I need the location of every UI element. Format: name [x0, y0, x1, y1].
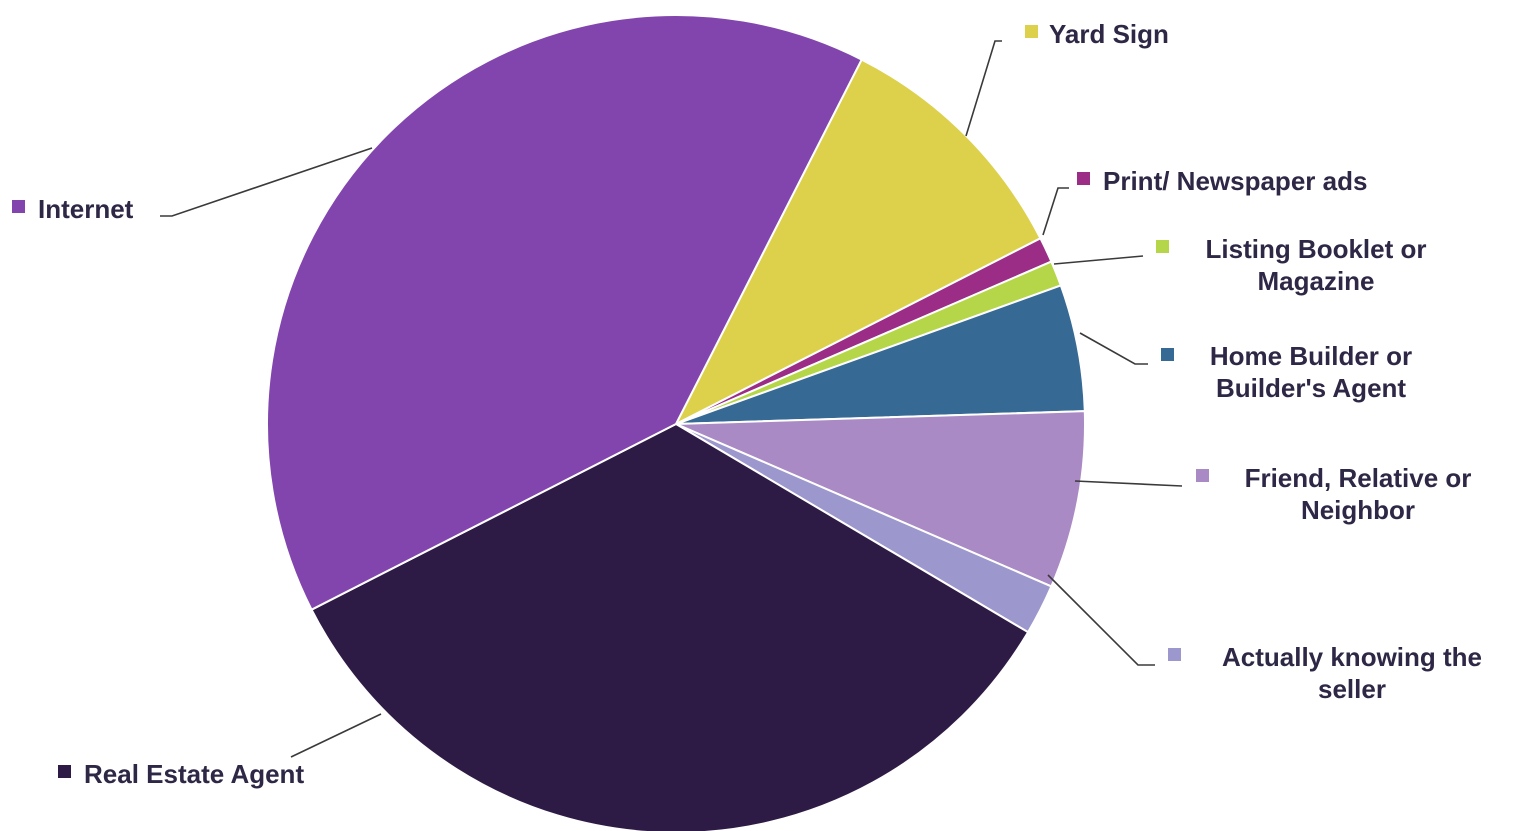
- leader-line-real-estate-agent: [290, 713, 382, 758]
- slice-internet: [266, 14, 864, 612]
- leader-line-internet: [160, 147, 373, 217]
- legend-swatch-home-builder-or-builder-s-agent: [1161, 348, 1174, 361]
- slice-real-estate-agent: [310, 422, 1030, 831]
- legend-swatch-listing-booklet-or-magazine: [1156, 240, 1169, 253]
- legend-swatch-real-estate-agent: [58, 765, 71, 778]
- leader-line-home-builder-or-builder-s-agent: [1079, 332, 1148, 365]
- slice-labels: Yard Sign Print/ Newspaper ads Listing Boo…: [12, 19, 1482, 789]
- legend-swatch-internet: [12, 200, 25, 213]
- slice-label-home-builder-or-builder-s-agent: Home Builder or Builder's Agent: [1210, 341, 1412, 403]
- slice-label-friend-relative-or-neighbor: Friend, Relative or Neighbor: [1245, 463, 1472, 525]
- slice-yard-sign: [673, 58, 1042, 427]
- slice-label-internet: Internet: [38, 194, 134, 224]
- leader-lines: [160, 40, 1183, 758]
- leader-line-print-newspaper-ads: [1042, 187, 1069, 236]
- legend-swatch-print-newspaper-ads: [1077, 172, 1090, 185]
- leader-line-actually-knowing-the-seller: [1047, 574, 1155, 666]
- legend-swatch-yard-sign: [1025, 25, 1038, 38]
- slice-label-listing-booklet-or-magazine: Listing Booklet or Magazine: [1206, 234, 1427, 296]
- leader-line-listing-booklet-or-magazine: [1053, 255, 1144, 265]
- leader-line-friend-relative-or-neighbor: [1074, 480, 1183, 487]
- legend-swatch-friend-relative-or-neighbor: [1196, 469, 1209, 482]
- legend-swatch-actually-knowing-the-seller: [1168, 648, 1181, 661]
- slice-label-print-newspaper-ads: Print/ Newspaper ads: [1103, 166, 1367, 196]
- slice-friend-relative-or-neighbor: [675, 410, 1086, 588]
- slice-label-yard-sign: Yard Sign: [1049, 19, 1169, 49]
- slice-label-real-estate-agent: Real Estate Agent: [84, 759, 304, 789]
- slice-label-actually-knowing-the-seller: Actually knowing the seller: [1222, 642, 1482, 704]
- leader-line-yard-sign: [965, 40, 1002, 137]
- pie-slices: [266, 14, 1086, 831]
